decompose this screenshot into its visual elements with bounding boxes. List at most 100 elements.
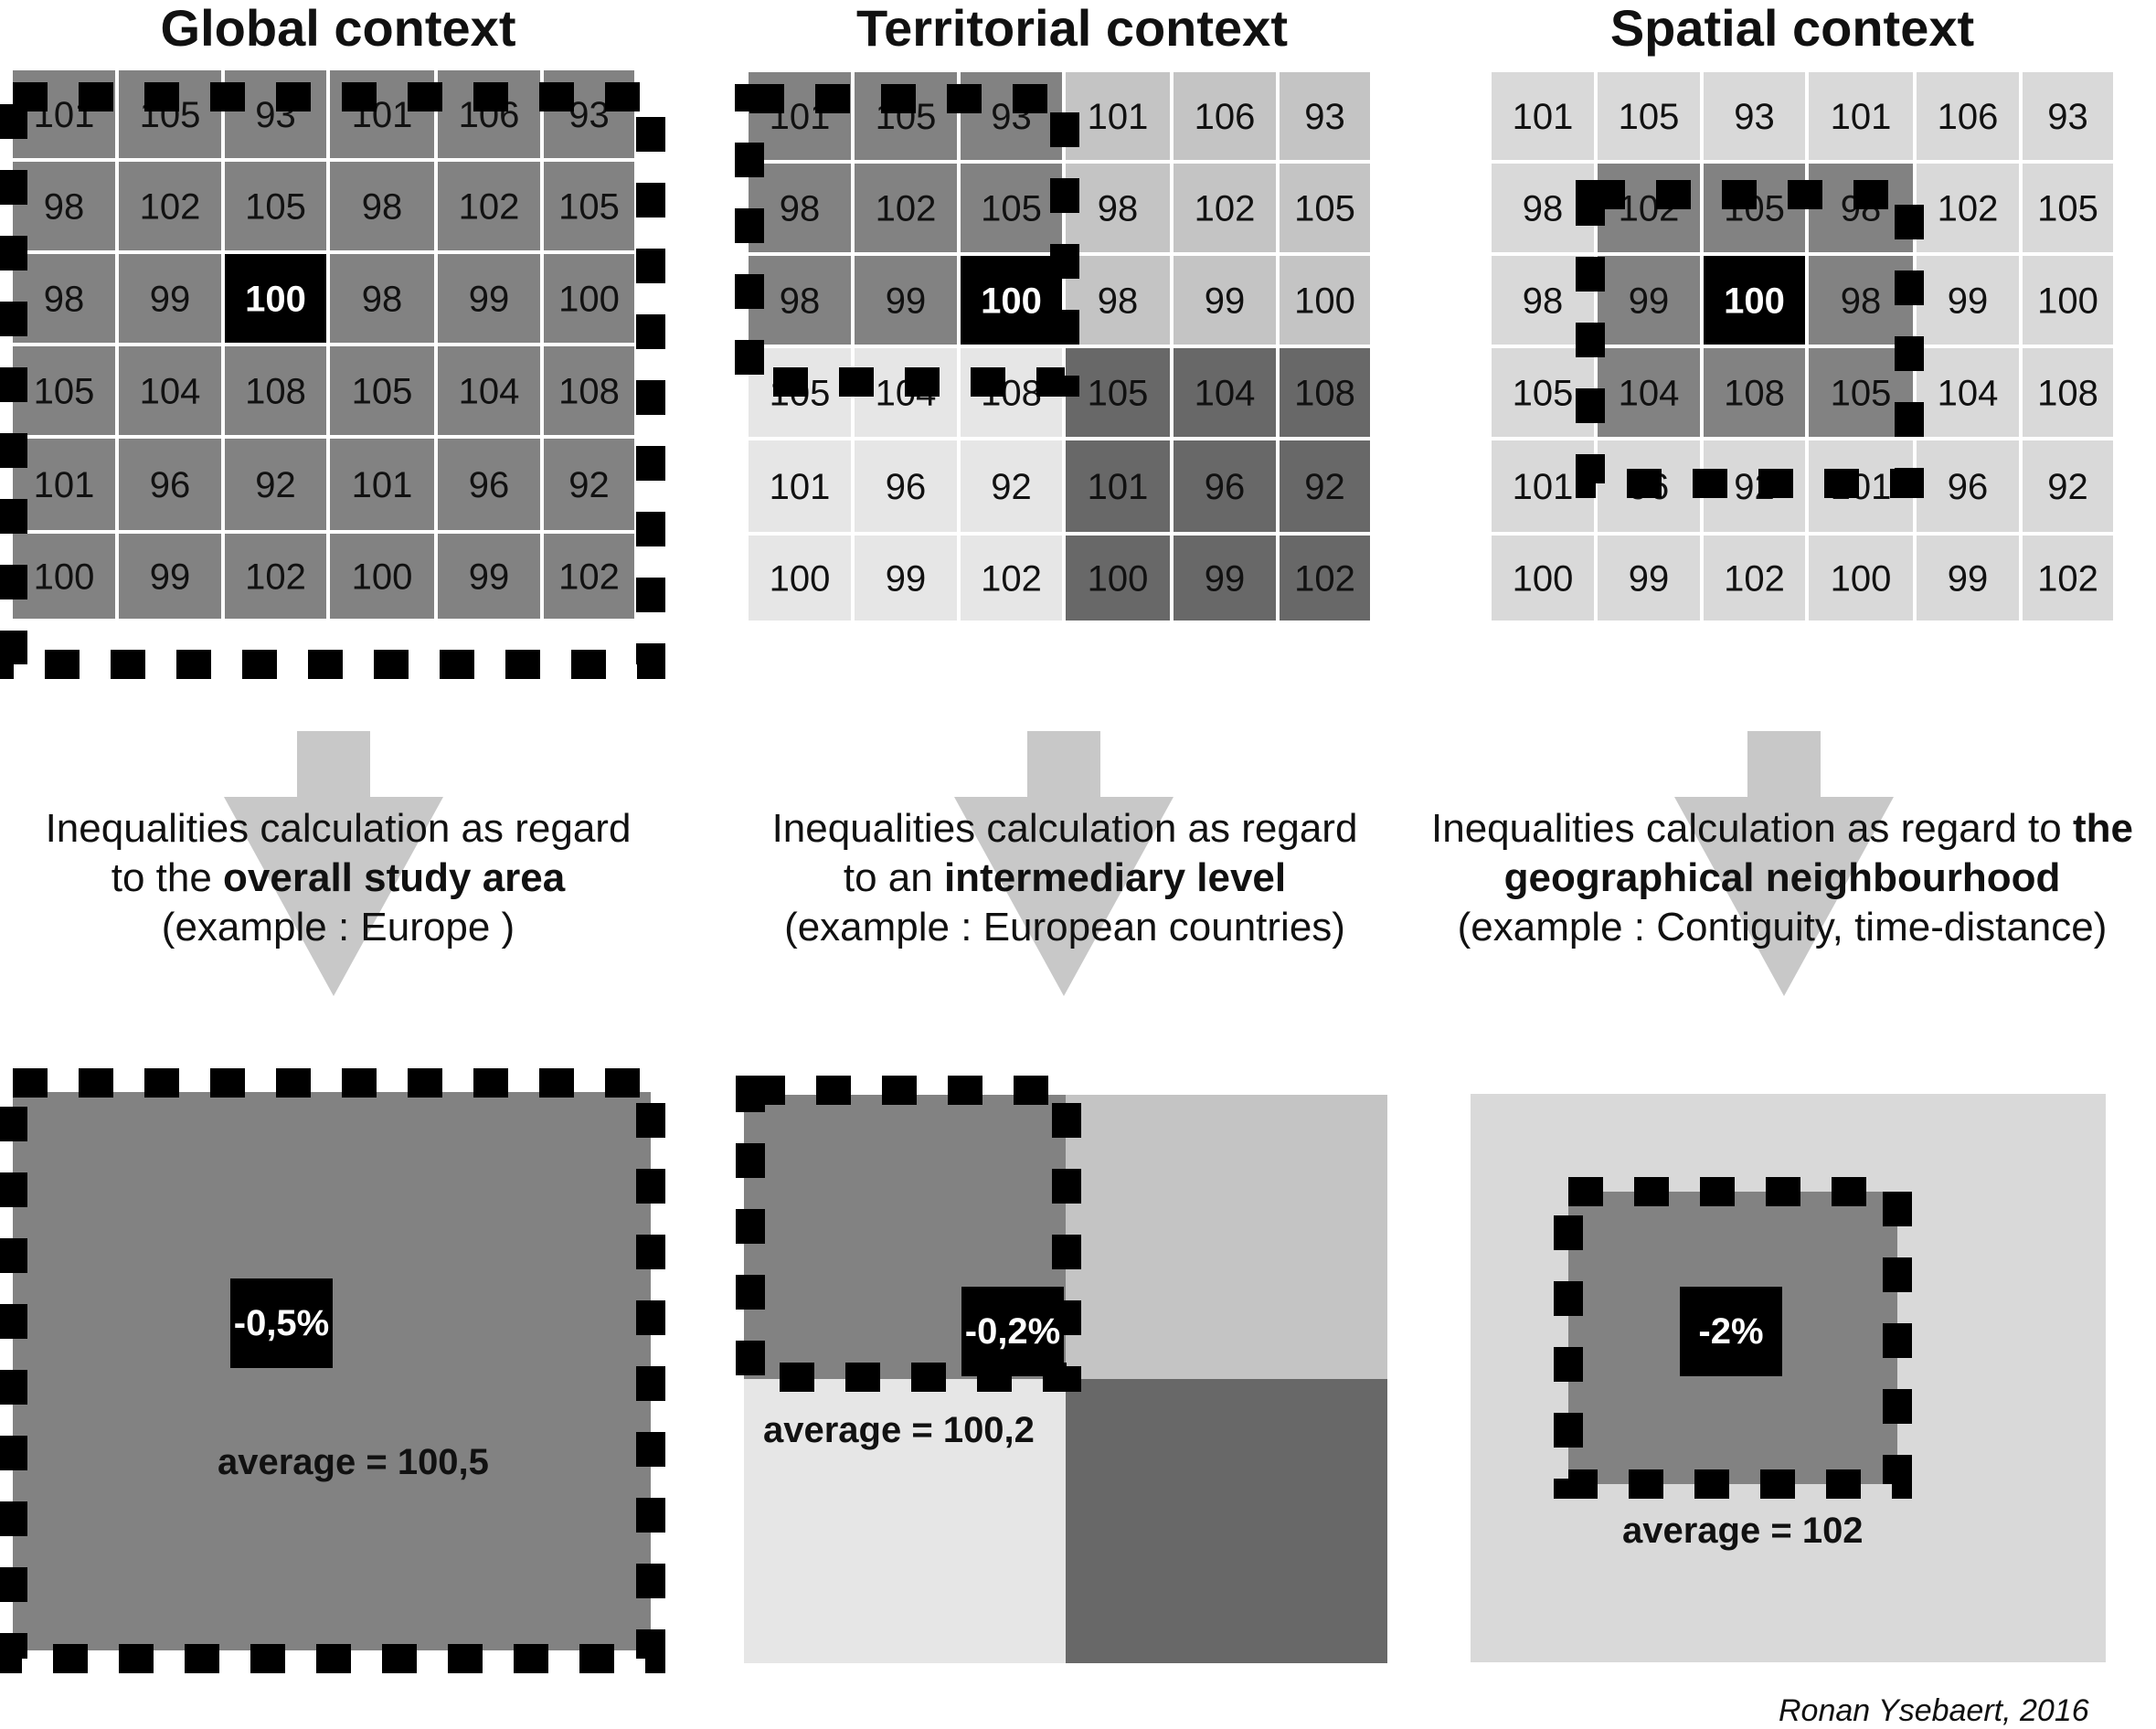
grid-cell — [957, 160, 1066, 256]
grid-cell-value: 105 — [558, 187, 620, 228]
grid-cell-value: 105 — [1831, 374, 1892, 414]
grid-cell — [326, 435, 438, 534]
grid-cell-value: 100 — [1513, 559, 1574, 599]
grid-cell-value: 101 — [1088, 467, 1149, 507]
grid-cell-value: 99 — [469, 557, 510, 598]
grid-cell — [1062, 437, 1174, 536]
grid-cell-value: 99 — [469, 280, 510, 320]
result-percentage-territorial: -0,2% — [961, 1287, 1064, 1376]
grid-cell — [115, 530, 225, 622]
grid-cell-value: 92 — [991, 467, 1032, 507]
selection-frame-result-global — [0, 1068, 665, 1673]
grid-cell — [1170, 532, 1280, 624]
grid-cell — [9, 158, 119, 254]
frame-border — [0, 82, 665, 679]
caption-line-2: geographical neighbourhood — [1412, 854, 2152, 903]
grid-cell-value: 102 — [1195, 189, 1256, 229]
grid-cell-value: 93 — [568, 95, 610, 135]
grid-cell-value: 98 — [362, 280, 403, 320]
grid-cell — [1594, 532, 1704, 624]
grid-cell-value: 100 — [981, 281, 1042, 322]
grid-cell — [434, 530, 544, 622]
grid-cell — [1805, 532, 1917, 624]
grid-cell — [1276, 160, 1374, 256]
caption-spatial: Inequalities calculation as regard to th… — [1412, 804, 2152, 952]
grid-cell — [540, 343, 638, 439]
grid-cell-value: 102 — [1938, 189, 1999, 229]
grid-cell-value: 101 — [1513, 467, 1574, 507]
grid-cell-value: 108 — [1294, 374, 1355, 414]
grid-cell — [1276, 532, 1374, 624]
grid-cell-value: 96 — [1948, 467, 1989, 507]
grid-cell-value: 92 — [2047, 467, 2088, 507]
caption-line-1: Inequalities calculation as regard to th… — [1412, 804, 2152, 854]
arrow-down-icon — [1674, 731, 1894, 996]
grid-cell-value: 105 — [1619, 97, 1680, 137]
grid-cell — [1062, 252, 1174, 348]
grid-cell — [1805, 252, 1917, 348]
grid-cell — [1276, 345, 1374, 440]
grid-cell-value: 104 — [459, 372, 520, 412]
result-region — [1066, 1379, 1387, 1663]
grid-cell — [1913, 345, 2023, 440]
average-label-global: average = 100,5 — [218, 1442, 489, 1482]
grid-cell-value: 102 — [459, 187, 520, 228]
grid-cell-value: 98 — [1523, 281, 1564, 322]
selection-frame-result-territorial — [736, 1076, 1081, 1392]
grid-cell-value: 105 — [1513, 374, 1574, 414]
grid-cell — [1913, 532, 2023, 624]
selection-frame-territorial — [735, 84, 1079, 397]
grid-cell-value: 98 — [1523, 189, 1564, 229]
grid-cell-value: 93 — [2047, 97, 2088, 137]
panel-title-spatial: Spatial context — [1609, 0, 1975, 57]
grid-cell-value: 104 — [1938, 374, 1999, 414]
grid-cell — [1170, 160, 1280, 256]
grid-cell-value: 101 — [1513, 97, 1574, 137]
grid-cell-value: 99 — [1629, 559, 1670, 599]
grid-cell-value: 101 — [34, 465, 95, 505]
grid-cell-value: 104 — [1195, 374, 1256, 414]
grid-cell-value: 102 — [981, 559, 1042, 599]
grid-cell-value: 105 — [1294, 189, 1355, 229]
grid-cell — [1805, 69, 1917, 164]
grid-cell — [2019, 69, 2117, 164]
arrow-down-icon — [224, 731, 443, 996]
grid-cell-value: 100 — [34, 557, 95, 598]
average-label-spatial: average = 102 — [1622, 1511, 1864, 1551]
grid-cell-value: 102 — [1724, 559, 1785, 599]
caption-line-1: Inequalities calculation as regard — [771, 806, 1358, 851]
grid-cell-value: 108 — [2037, 374, 2098, 414]
panel-title-global: Global context — [160, 0, 516, 57]
frame-border — [1576, 180, 1924, 498]
grid-cell-value: 100 — [2037, 281, 2098, 322]
grid-cell-value: 100 — [558, 280, 620, 320]
grid-cell-value: 100 — [352, 557, 413, 598]
grid-cell — [9, 435, 119, 534]
grid-cell-value: 105 — [34, 372, 95, 412]
grid-cell-value: 98 — [780, 281, 821, 322]
grid-cell-value: 108 — [245, 372, 306, 412]
grid-cell — [326, 530, 438, 622]
grid-cell — [221, 530, 330, 622]
grid-cell — [745, 532, 855, 624]
caption-text: to an — [843, 855, 944, 900]
grid-cell-value: 101 — [770, 467, 831, 507]
grid-cell — [745, 437, 855, 536]
grid-cell-value: 96 — [150, 465, 191, 505]
grid-cell-value: 108 — [558, 372, 620, 412]
selection-frame-spatial — [1576, 180, 1924, 498]
grid-cell-value: 99 — [886, 281, 927, 322]
grid-cell-value: 104 — [1619, 374, 1680, 414]
grid-cell-value: 100 — [1831, 559, 1892, 599]
grid-cell-value: 101 — [1088, 97, 1149, 137]
grid-cell-value: 99 — [1948, 559, 1989, 599]
grid-cell — [1276, 69, 1374, 164]
grid-cell — [1700, 532, 1809, 624]
grid-cell-value: 102 — [245, 557, 306, 598]
caption-text: Inequalities calculation as regard to — [1431, 806, 2073, 851]
arrow-down-icon — [954, 731, 1174, 996]
caption-line-3: (example : European countries) — [784, 905, 1345, 949]
grid-cell — [2019, 532, 2117, 624]
grid-cell — [221, 435, 330, 534]
